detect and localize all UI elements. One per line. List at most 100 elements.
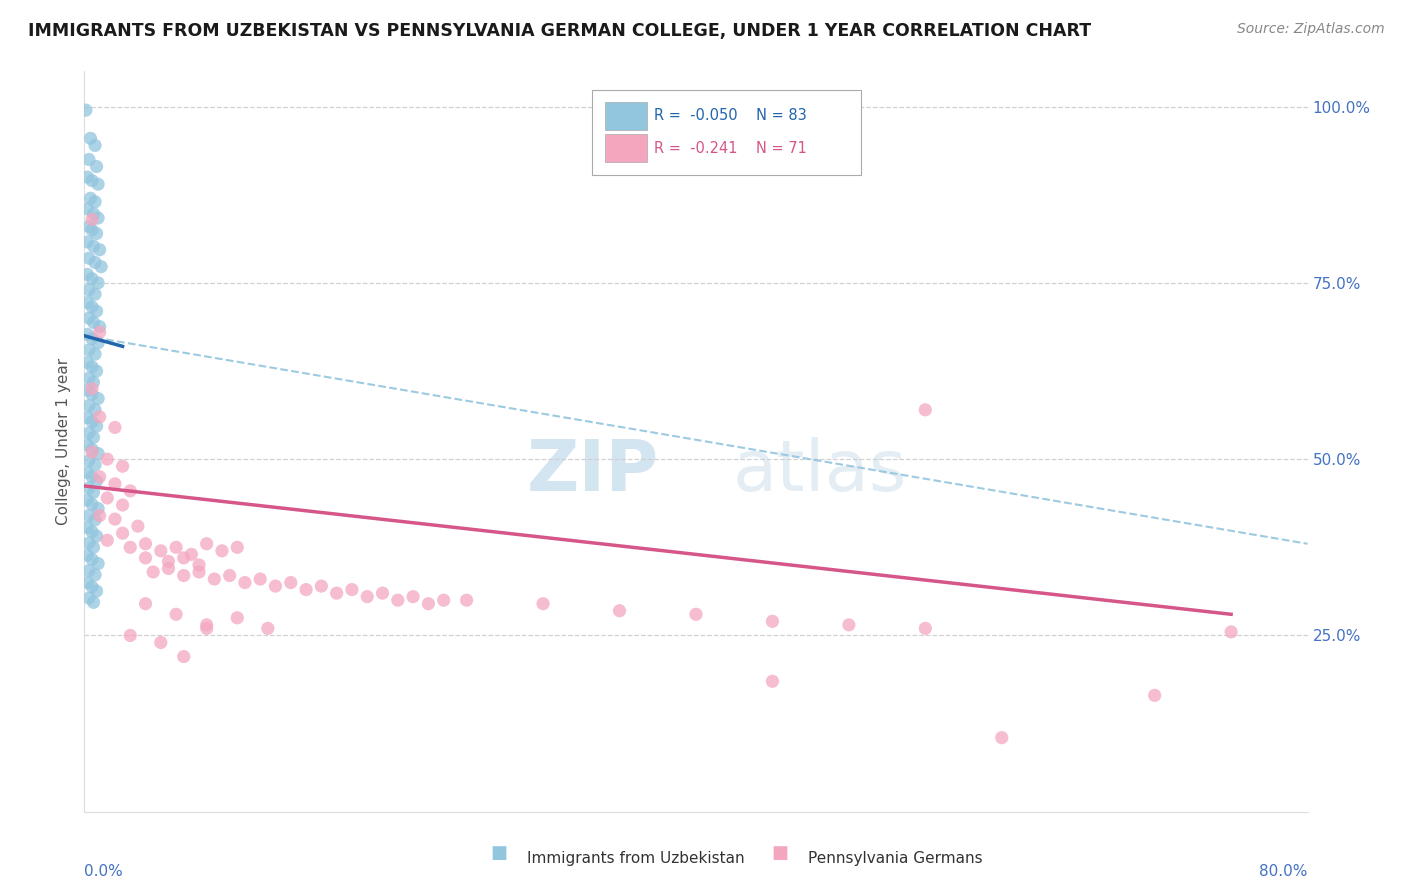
Point xyxy=(86,474,108,488)
Point xyxy=(86,584,108,599)
Point xyxy=(86,364,108,378)
Point xyxy=(76,575,98,590)
Point xyxy=(135,537,157,551)
Point xyxy=(173,568,195,582)
Text: R =  -0.241    N = 71: R = -0.241 N = 71 xyxy=(654,141,807,156)
Point xyxy=(609,604,631,618)
Point xyxy=(83,207,105,221)
Point xyxy=(87,501,110,516)
Point xyxy=(77,536,100,550)
Point xyxy=(77,311,100,326)
Point xyxy=(120,628,142,642)
Point xyxy=(87,177,110,191)
Point xyxy=(86,529,108,543)
Point xyxy=(80,212,103,227)
Point xyxy=(149,635,172,649)
Point xyxy=(77,508,100,523)
Point xyxy=(80,387,103,401)
Text: IMMIGRANTS FROM UZBEKISTAN VS PENNSYLVANIA GERMAN COLLEGE, UNDER 1 YEAR CORRELAT: IMMIGRANTS FROM UZBEKISTAN VS PENNSYLVAN… xyxy=(28,22,1091,40)
Point xyxy=(371,586,394,600)
Point xyxy=(211,544,233,558)
Point xyxy=(311,579,333,593)
Point xyxy=(142,565,165,579)
Point xyxy=(76,383,98,397)
Point xyxy=(86,304,108,318)
Point xyxy=(79,131,101,145)
Point xyxy=(76,327,98,342)
Text: atlas: atlas xyxy=(733,437,907,506)
Point xyxy=(195,618,218,632)
Point xyxy=(80,552,103,566)
Point xyxy=(418,597,440,611)
Point xyxy=(77,481,100,495)
Point xyxy=(173,649,195,664)
Point xyxy=(87,211,110,225)
Text: 80.0%: 80.0% xyxy=(1260,863,1308,879)
Point xyxy=(80,300,103,314)
Point xyxy=(195,537,218,551)
Point xyxy=(195,621,218,635)
Point xyxy=(80,497,103,511)
Point xyxy=(84,513,107,527)
Point xyxy=(165,607,187,622)
Point xyxy=(80,445,103,459)
Point xyxy=(80,415,103,429)
Point xyxy=(120,483,142,498)
Point xyxy=(87,392,110,406)
Point xyxy=(77,219,100,234)
Point xyxy=(257,621,280,635)
Point xyxy=(76,355,98,369)
Point xyxy=(77,283,100,297)
Point xyxy=(157,554,180,568)
Point xyxy=(135,597,157,611)
Text: Source: ZipAtlas.com: Source: ZipAtlas.com xyxy=(1237,22,1385,37)
FancyBboxPatch shape xyxy=(606,102,647,130)
Point xyxy=(80,223,103,237)
Point xyxy=(531,597,554,611)
Text: Pennsylvania Germans: Pennsylvania Germans xyxy=(808,851,983,865)
Point xyxy=(914,621,936,635)
Point xyxy=(76,548,98,562)
Point xyxy=(79,191,101,205)
Point xyxy=(456,593,478,607)
Point xyxy=(387,593,409,607)
Point xyxy=(80,332,103,346)
Point xyxy=(76,466,98,480)
Point xyxy=(76,410,98,425)
Point xyxy=(76,438,98,452)
Point xyxy=(87,557,110,571)
Point xyxy=(86,419,108,434)
Point xyxy=(218,568,240,582)
Point xyxy=(264,579,287,593)
Text: Immigrants from Uzbekistan: Immigrants from Uzbekistan xyxy=(527,851,745,865)
Point xyxy=(761,615,783,629)
Point xyxy=(83,485,105,500)
Point xyxy=(77,399,100,413)
Point xyxy=(1220,624,1243,639)
Point xyxy=(104,476,127,491)
Point xyxy=(165,541,187,555)
Point xyxy=(76,520,98,534)
Point xyxy=(84,255,107,269)
Point xyxy=(340,582,363,597)
Point xyxy=(83,430,105,444)
Point xyxy=(83,315,105,329)
Point xyxy=(173,550,195,565)
Point xyxy=(135,550,157,565)
Point xyxy=(685,607,707,622)
Y-axis label: College, Under 1 year: College, Under 1 year xyxy=(56,358,72,525)
Point xyxy=(77,426,100,441)
Point xyxy=(76,295,98,310)
Point xyxy=(83,239,105,253)
Point xyxy=(84,458,107,472)
Point xyxy=(89,409,111,424)
Point xyxy=(249,572,271,586)
Point xyxy=(80,524,103,539)
Text: ■: ■ xyxy=(491,844,508,862)
Point xyxy=(991,731,1014,745)
Point xyxy=(157,561,180,575)
Point xyxy=(84,194,107,209)
Point xyxy=(127,519,149,533)
Point xyxy=(87,446,110,460)
Point xyxy=(83,541,105,555)
